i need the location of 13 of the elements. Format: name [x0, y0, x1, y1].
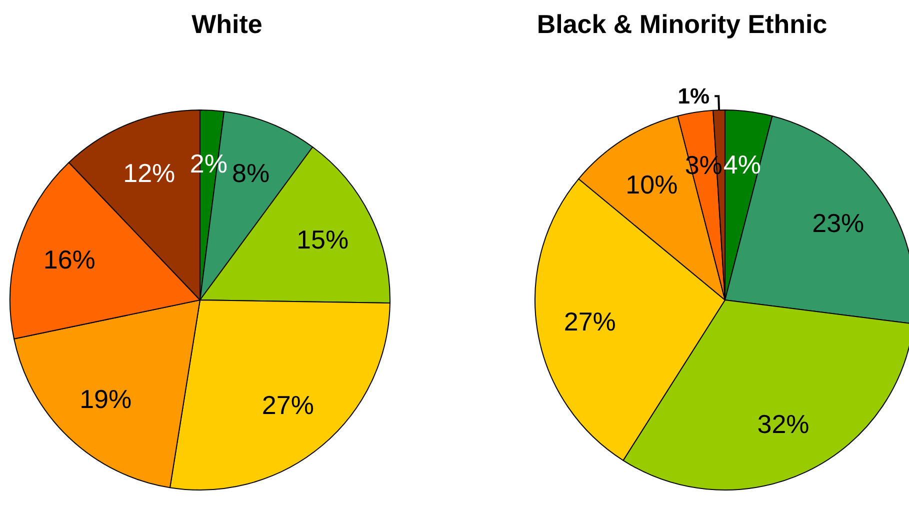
data-label: 8%	[232, 158, 270, 188]
data-label: 19%	[80, 384, 132, 414]
chart-title: White	[192, 9, 262, 39]
data-label: 27%	[564, 306, 616, 336]
data-label: 15%	[296, 224, 349, 254]
data-label: 10%	[626, 169, 678, 200]
data-label: 16%	[43, 244, 96, 274]
data-label: 32%	[757, 408, 810, 439]
data-label: 27%	[262, 390, 314, 420]
data-label: 1%	[678, 84, 710, 109]
data-label: 12%	[123, 158, 176, 188]
chart-title: Black & Minority Ethnic	[536, 9, 828, 39]
data-label: 23%	[812, 208, 864, 238]
